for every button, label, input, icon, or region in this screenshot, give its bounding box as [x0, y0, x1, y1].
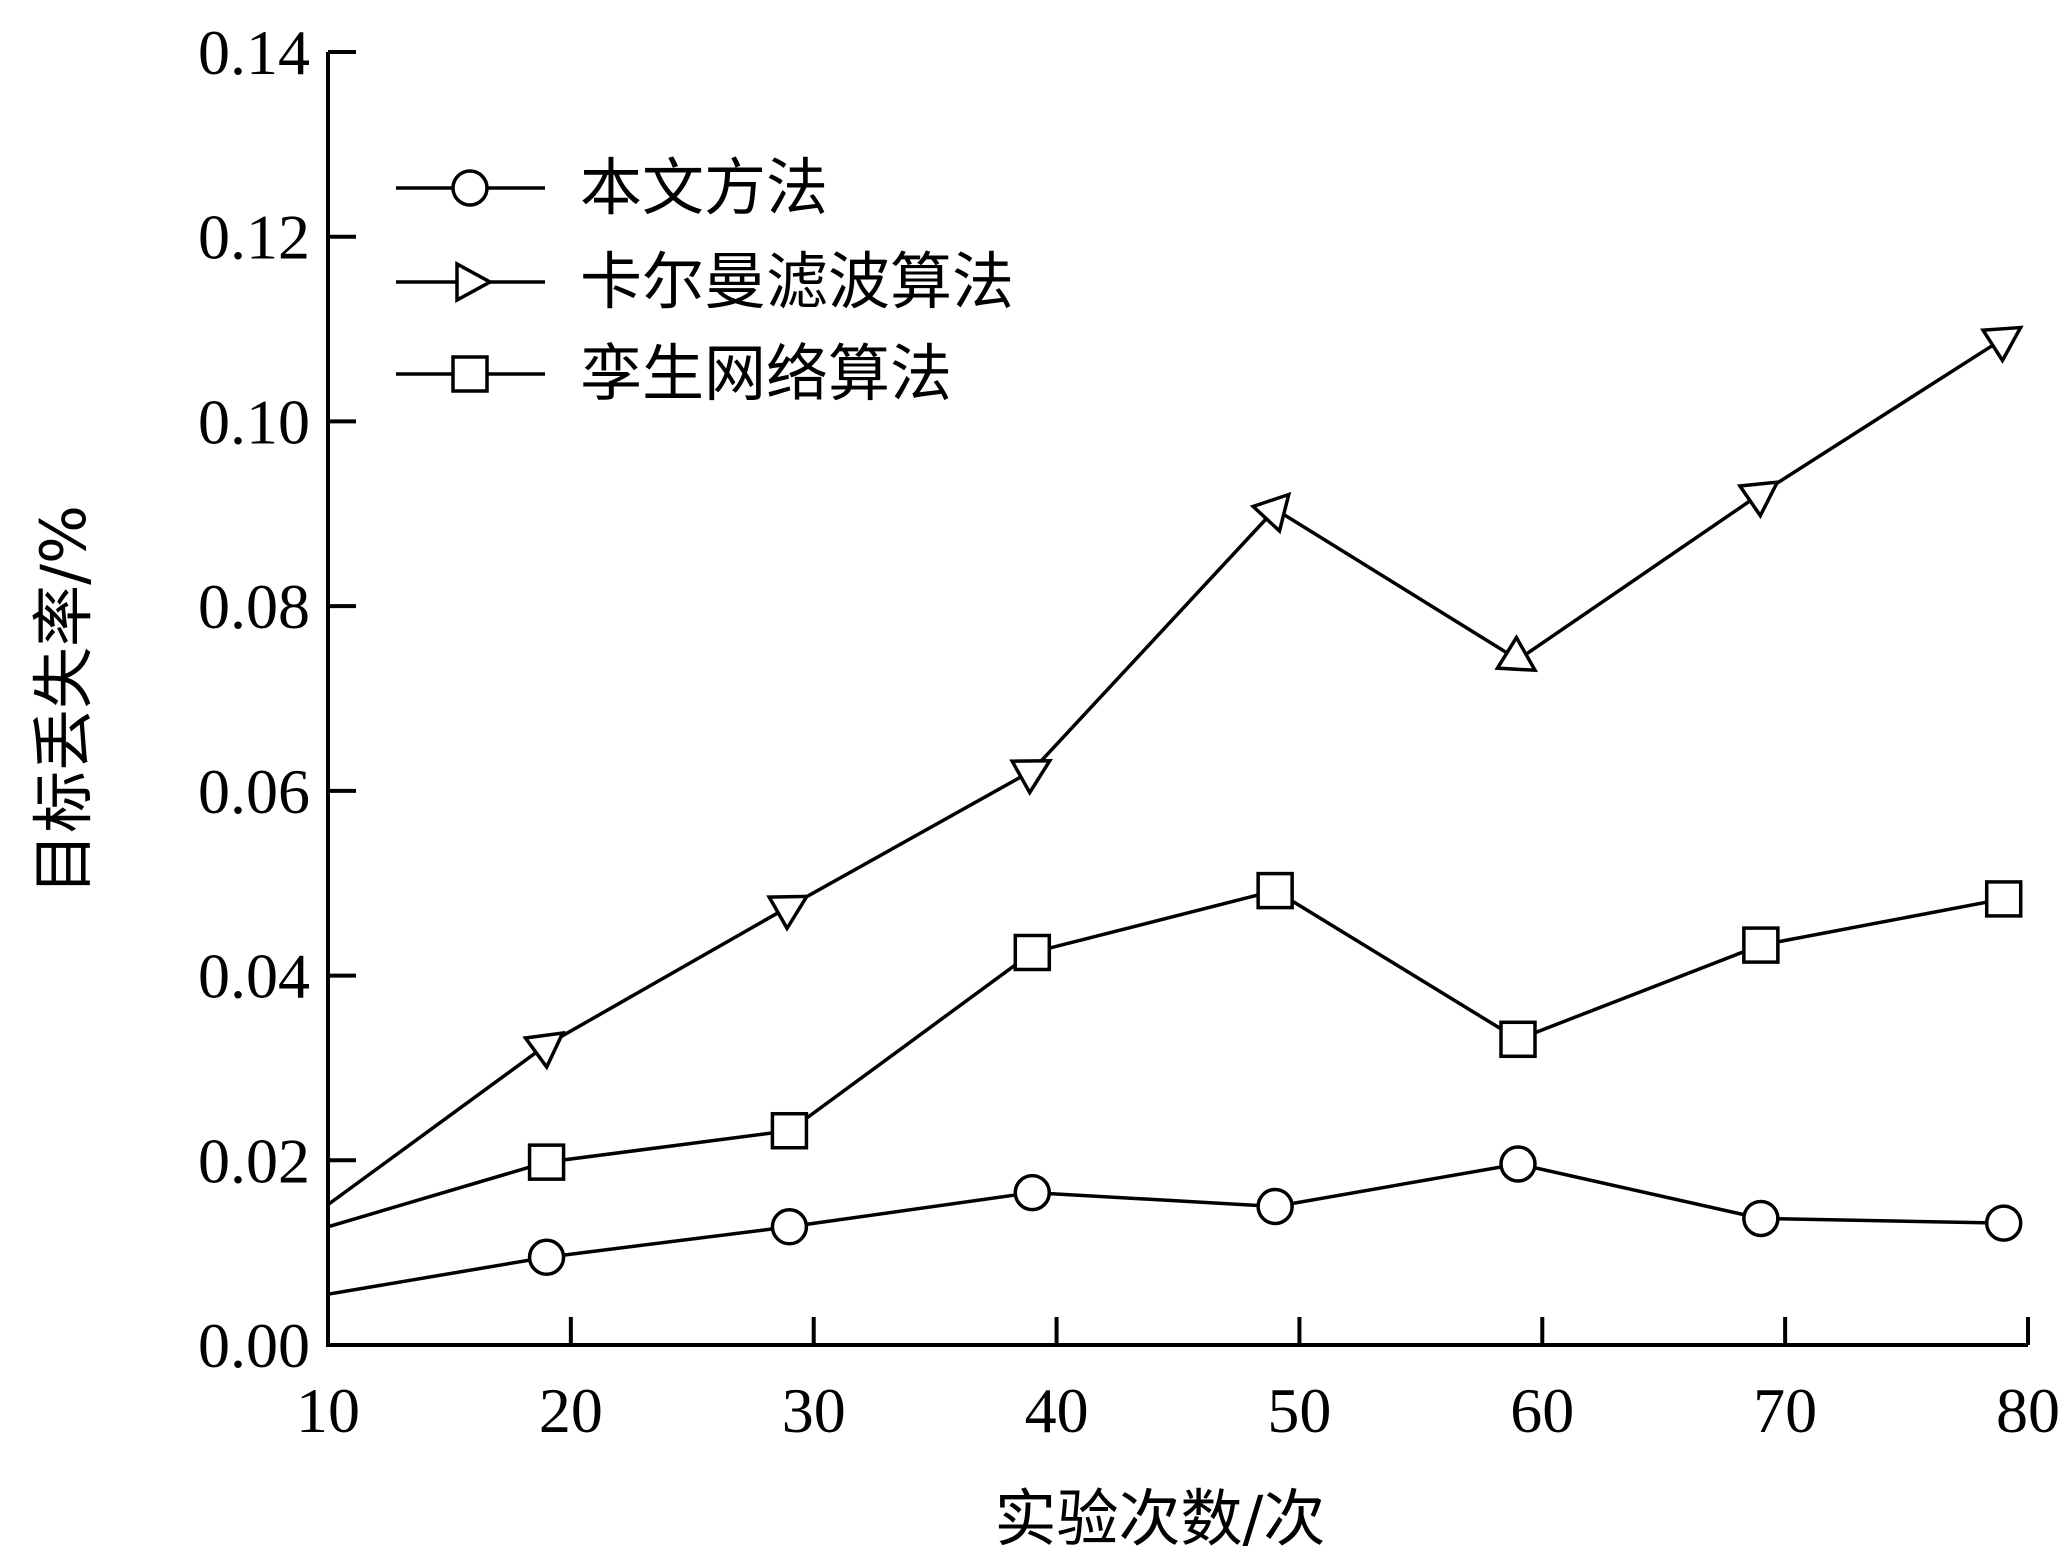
x-tick-label: 70 [1753, 1375, 1817, 1446]
x-tick-label: 80 [1996, 1375, 2060, 1446]
series-line [326, 336, 2005, 1207]
data-point [1494, 634, 1539, 673]
legend-marker [451, 355, 489, 393]
data-point [770, 1208, 809, 1246]
x-tick-label: 50 [1267, 1375, 1331, 1446]
series-group [326, 325, 2024, 1296]
legend-marker [451, 169, 489, 207]
x-tick-label: 30 [782, 1375, 846, 1446]
data-point [1984, 1204, 2023, 1242]
data-point [1013, 1173, 1052, 1212]
data-point [1256, 871, 1294, 910]
data-point [522, 1030, 566, 1071]
legend-entry: 孪生网络算法 [396, 337, 952, 410]
y-axis-title: 目标丢失率/% [27, 505, 100, 895]
data-point [527, 1143, 566, 1181]
series-2 [326, 325, 2024, 1207]
x-ticks: 10 20 30 40 50 60 70 80 [296, 1317, 2060, 1446]
y-tick-label: 0.10 [198, 386, 310, 457]
series-1 [327, 1145, 2023, 1296]
data-point [1499, 1145, 1537, 1183]
legend-marker [455, 261, 494, 303]
axes [326, 52, 2028, 1347]
data-point [1736, 480, 1781, 520]
data-point [1256, 1187, 1294, 1226]
data-point [1249, 491, 1292, 535]
data-point [770, 1111, 809, 1150]
data-point [1013, 933, 1052, 972]
y-tick-label: 0.00 [198, 1310, 310, 1381]
legend-entry: 本文方法 [396, 151, 828, 224]
data-point [1009, 758, 1053, 797]
x-tick-label: 40 [1025, 1375, 1089, 1446]
data-point [1980, 325, 2024, 364]
data-point [527, 1238, 566, 1277]
legend-label: 本文方法 [580, 151, 828, 224]
series-line [327, 888, 2005, 1229]
x-axis-title: 实验次数/次 [995, 1482, 1326, 1555]
y-ticks: 0.00 0.02 0.04 0.06 0.08 0.10 0.12 0.14 [198, 17, 356, 1381]
x-tick-label: 60 [1510, 1375, 1574, 1446]
y-tick-label: 0.02 [198, 1125, 310, 1196]
series-line [327, 1162, 2004, 1296]
y-tick-label: 0.14 [198, 17, 310, 88]
y-tick-label: 0.12 [198, 202, 310, 273]
x-tick-label: 20 [539, 1375, 603, 1446]
data-point [1742, 1199, 1780, 1238]
y-tick-label: 0.04 [198, 941, 310, 1012]
legend-label: 孪生网络算法 [580, 337, 952, 410]
y-tick-label: 0.08 [198, 571, 310, 642]
data-point [766, 894, 810, 932]
y-tick-label: 0.06 [198, 756, 310, 827]
series-3 [327, 871, 2023, 1229]
data-point [1499, 1020, 1537, 1059]
data-point [1742, 926, 1780, 964]
legend-label: 卡尔曼滤波算法 [580, 245, 1014, 318]
data-point [1984, 880, 2023, 918]
legend-entry: 卡尔曼滤波算法 [396, 245, 1014, 318]
x-tick-label: 10 [296, 1375, 360, 1446]
